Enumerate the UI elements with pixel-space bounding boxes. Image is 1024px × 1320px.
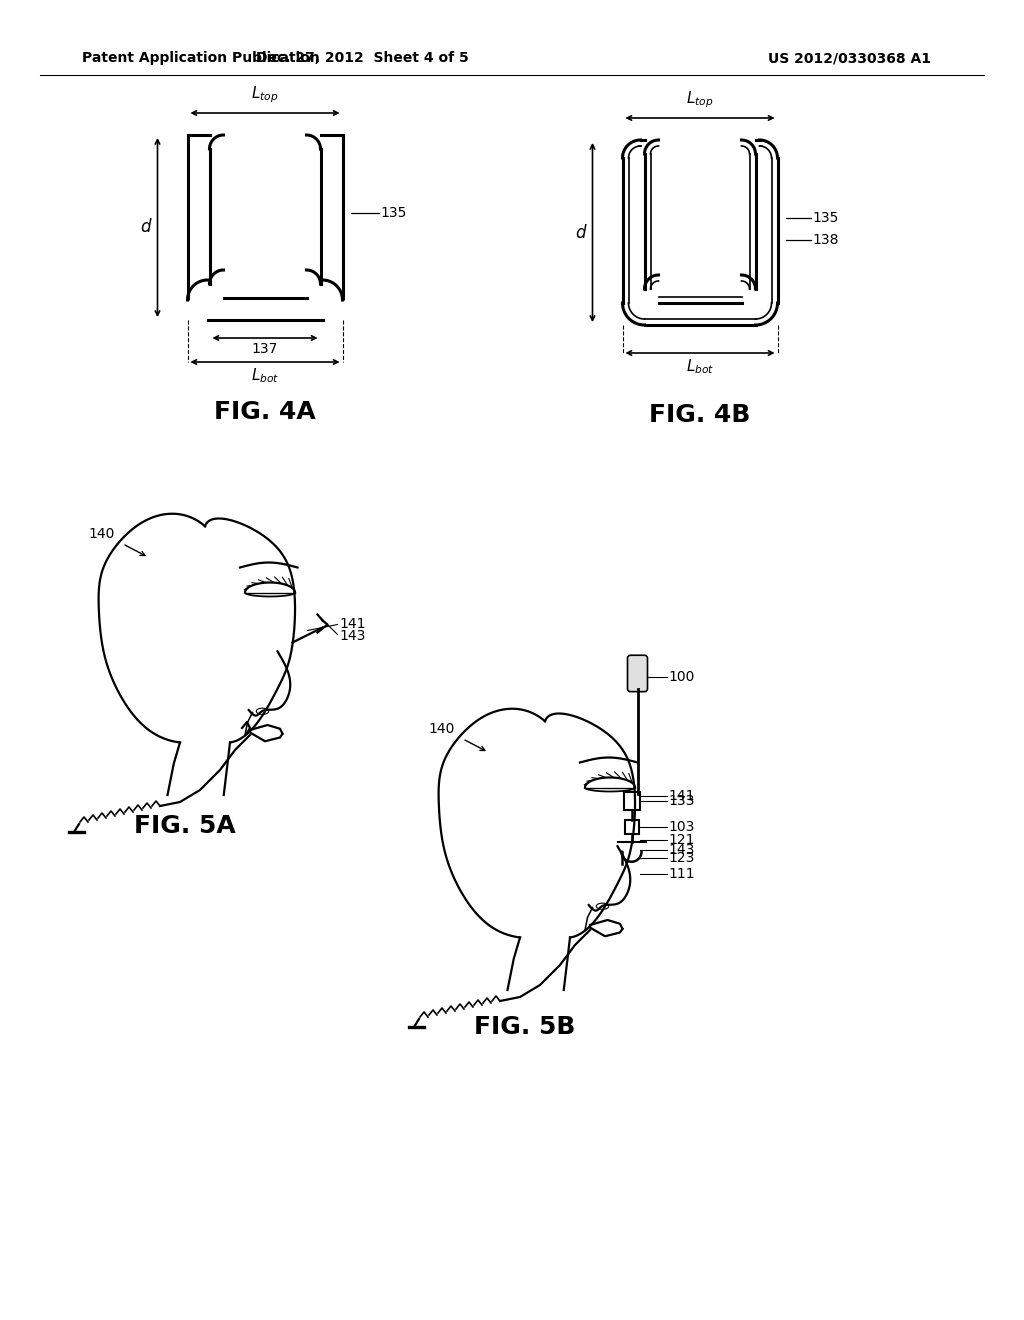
Text: 123: 123 (669, 851, 695, 865)
Text: 121: 121 (669, 833, 695, 846)
Text: US 2012/0330368 A1: US 2012/0330368 A1 (768, 51, 932, 65)
Bar (624, 792, 640, 809)
Bar (625, 820, 639, 834)
Text: 133: 133 (669, 793, 695, 808)
Text: 143: 143 (340, 628, 366, 643)
Text: 141: 141 (340, 618, 366, 631)
FancyBboxPatch shape (628, 655, 647, 692)
Text: FIG. 5A: FIG. 5A (134, 813, 236, 838)
Text: $L_{bot}$: $L_{bot}$ (251, 366, 280, 384)
Text: 135: 135 (381, 206, 407, 219)
Text: 138: 138 (812, 232, 839, 247)
Text: 137: 137 (252, 342, 279, 356)
Text: 100: 100 (669, 671, 695, 684)
Text: 140: 140 (428, 722, 455, 735)
Text: $L_{bot}$: $L_{bot}$ (686, 356, 714, 376)
Text: FIG. 4A: FIG. 4A (214, 400, 315, 424)
Text: 111: 111 (669, 867, 695, 880)
Text: 103: 103 (669, 820, 695, 834)
Text: 135: 135 (812, 211, 839, 224)
Text: 140: 140 (88, 527, 115, 541)
Text: FIG. 4B: FIG. 4B (649, 403, 751, 426)
Text: $L_{top}$: $L_{top}$ (251, 84, 279, 106)
Text: $L_{top}$: $L_{top}$ (686, 90, 714, 110)
Text: d: d (140, 219, 151, 236)
Text: d: d (575, 223, 586, 242)
Text: 143: 143 (669, 842, 695, 857)
Text: 141: 141 (669, 789, 695, 803)
Text: FIG. 5B: FIG. 5B (474, 1015, 575, 1039)
Text: Dec. 27, 2012  Sheet 4 of 5: Dec. 27, 2012 Sheet 4 of 5 (256, 51, 468, 65)
Text: Patent Application Publication: Patent Application Publication (82, 51, 319, 65)
